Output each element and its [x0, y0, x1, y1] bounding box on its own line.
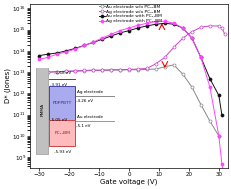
Y-axis label: D* (Jones): D* (Jones) [4, 68, 11, 103]
Legend: Au electrode w/o PC₆₁BM, Ag electrode w/o PC₆₁BM, Au electrode with PC₆₁BM, Ag e: Au electrode w/o PC₆₁BM, Ag electrode w/… [99, 5, 161, 23]
X-axis label: Gate voltage (V): Gate voltage (V) [100, 178, 157, 185]
